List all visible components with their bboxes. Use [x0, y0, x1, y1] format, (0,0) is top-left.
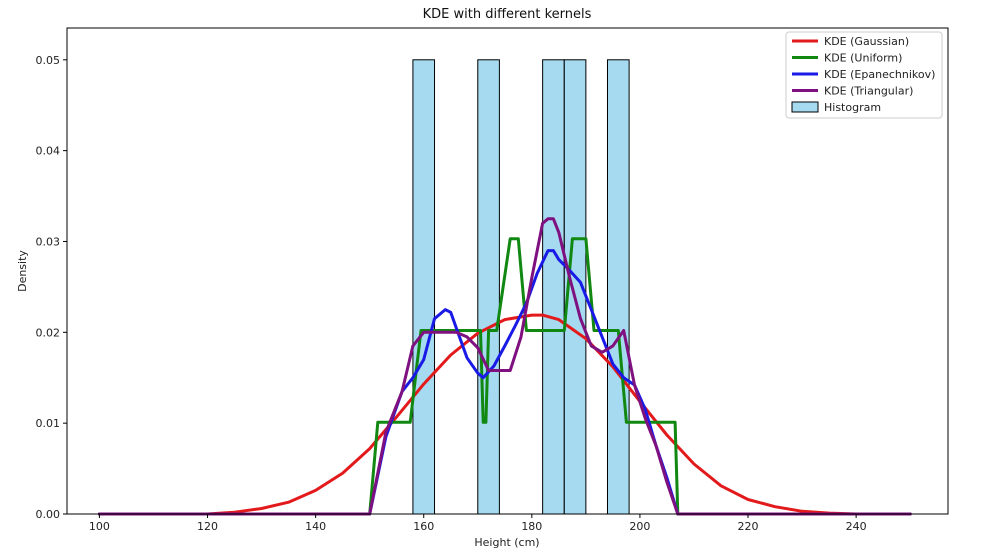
x-tick-label: 180 [521, 520, 542, 533]
series-line [97, 237, 912, 516]
histogram-bar [412, 59, 436, 515]
legend-label: KDE (Epanechnikov) [824, 68, 935, 81]
y-tick-label: 0.00 [36, 508, 61, 521]
x-tick-label: 120 [197, 520, 218, 533]
legend-label: KDE (Gaussian) [824, 35, 909, 48]
x-tick-label: 220 [738, 520, 759, 533]
y-tick-label: 0.02 [36, 326, 61, 339]
x-tick-label: 140 [305, 520, 326, 533]
y-axis-label: Density [16, 250, 29, 292]
chart-title: KDE with different kernels [423, 7, 592, 22]
histogram-bar [606, 59, 630, 515]
legend-swatch [791, 101, 819, 113]
legend: KDE (Gaussian) KDE (Uniform) KDE (Epanechn… [785, 31, 943, 119]
x-tick-label: 160 [413, 520, 434, 533]
y-tick-label: 0.01 [36, 417, 61, 430]
plot-frame [66, 27, 949, 515]
legend-label: Histogram [824, 101, 881, 114]
series-layer [97, 217, 912, 516]
histogram-bar [477, 59, 500, 515]
x-axis: 100 120 140 160 180 200 220 240 [89, 514, 867, 533]
histogram-bar [542, 59, 565, 515]
y-axis: 0.00 0.01 0.02 0.03 0.04 0.05 [36, 54, 67, 521]
series-line [97, 313, 912, 516]
legend-label: KDE (Triangular) [824, 85, 913, 98]
legend-label: KDE (Uniform) [824, 52, 902, 65]
y-tick-label: 0.04 [36, 145, 61, 158]
x-tick-label: 240 [846, 520, 867, 533]
series-line [97, 217, 912, 516]
y-tick-label: 0.05 [36, 54, 61, 67]
x-axis-label: Height (cm) [474, 536, 539, 549]
x-tick-label: 100 [89, 520, 110, 533]
x-tick-label: 200 [629, 520, 650, 533]
legend-box [785, 31, 943, 119]
y-tick-label: 0.03 [36, 235, 61, 248]
